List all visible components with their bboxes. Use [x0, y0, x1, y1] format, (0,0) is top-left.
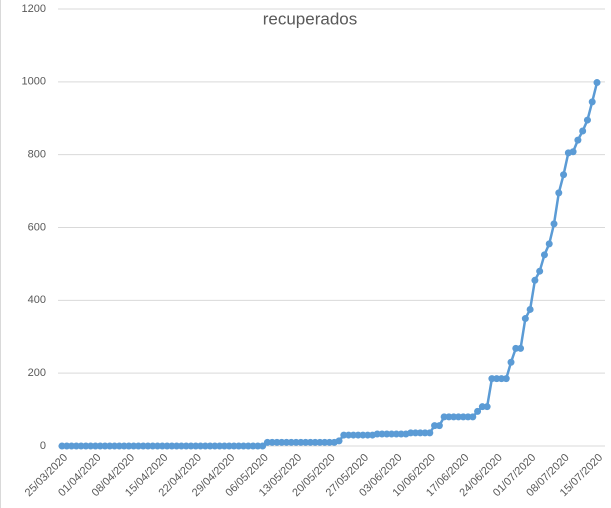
data-point [579, 127, 587, 135]
data-point [507, 358, 515, 366]
data-point [593, 79, 601, 87]
data-point [521, 315, 529, 323]
data-point [536, 267, 544, 275]
data-point [502, 375, 510, 383]
y-tick-label: 800 [28, 149, 46, 161]
chart-title: recuperados [263, 9, 358, 28]
data-point [588, 98, 596, 106]
data-point [569, 148, 577, 156]
data-point [526, 305, 534, 313]
data-point [583, 116, 591, 124]
data-point [483, 403, 491, 411]
data-point [426, 429, 434, 437]
data-point [545, 240, 553, 248]
data-point [474, 407, 482, 415]
data-point [540, 251, 548, 259]
y-tick-label: 400 [28, 294, 46, 306]
data-point [555, 189, 563, 197]
y-tick-label: 1200 [22, 3, 46, 15]
y-tick-label: 1000 [22, 76, 46, 88]
y-tick-label: 200 [28, 367, 46, 379]
data-line [62, 82, 599, 448]
data-point [531, 276, 539, 284]
data-point [435, 422, 443, 430]
y-tick-label: 0 [40, 440, 46, 452]
data-point [259, 442, 267, 450]
data-point [560, 171, 568, 179]
data-point [335, 437, 343, 445]
data-point [574, 136, 582, 144]
y-tick-label: 600 [28, 221, 46, 233]
data-point [469, 413, 477, 421]
data-point [517, 344, 525, 352]
data-point [550, 220, 558, 228]
